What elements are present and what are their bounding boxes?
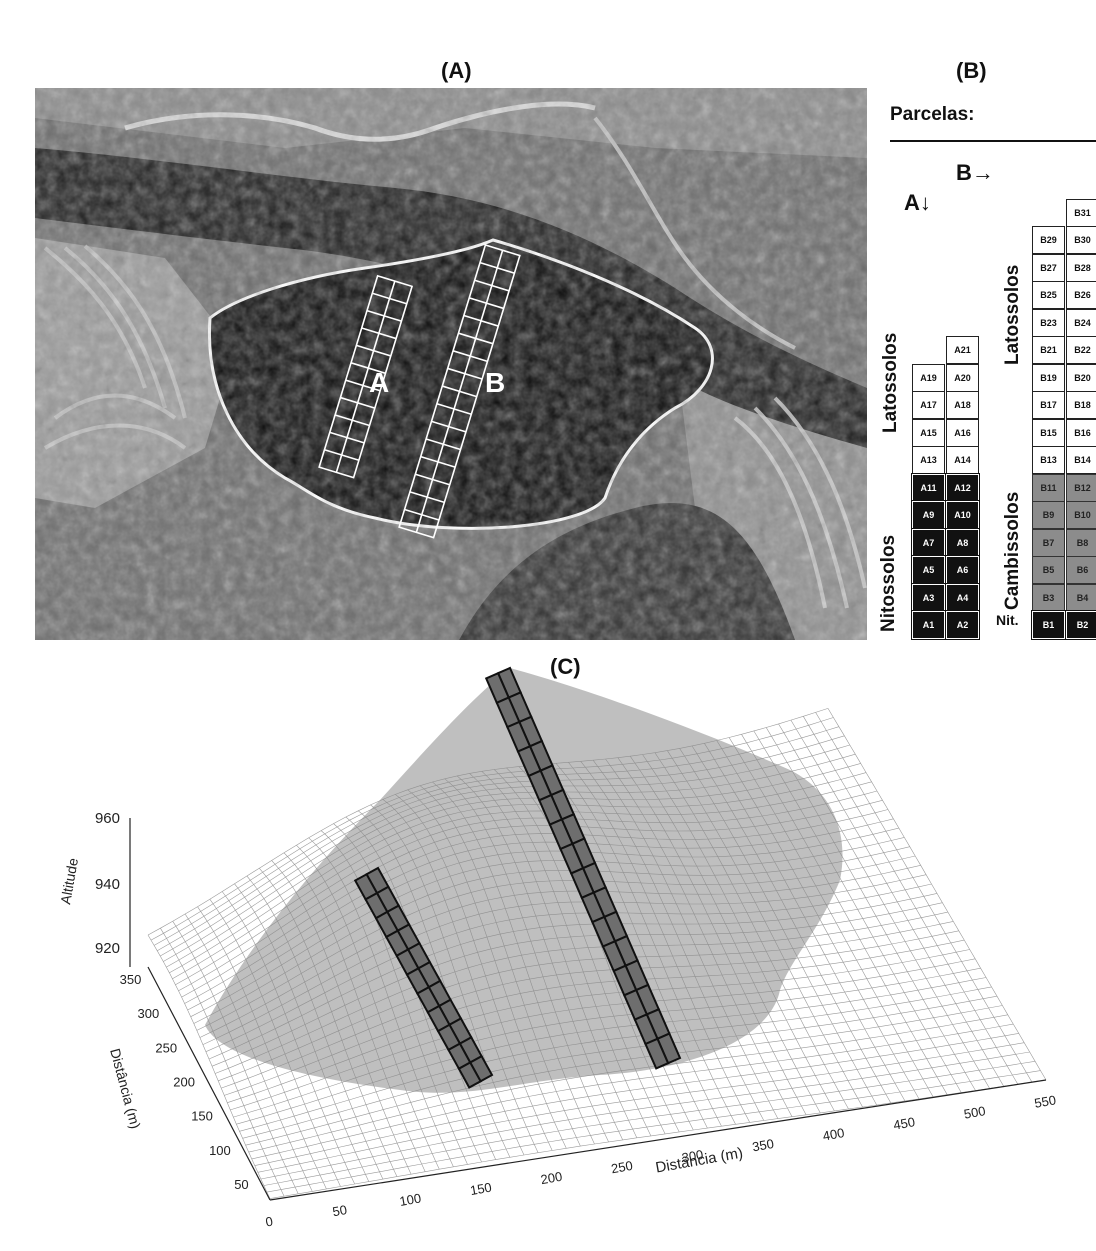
plot-cell-a2: A2	[945, 610, 980, 640]
x-tick-label: 500	[963, 1103, 987, 1122]
plot-cell-b29: B29	[1032, 226, 1065, 254]
x-tick-label: 250	[610, 1158, 634, 1177]
transect-a-grid	[318, 274, 414, 479]
x-tick-label: 400	[822, 1125, 846, 1144]
y-tick-label: 100	[209, 1143, 231, 1158]
plot-cell-a1: A1	[911, 610, 946, 640]
y-tick-label: 250	[155, 1040, 177, 1055]
plot-cell-a9: A9	[911, 500, 946, 530]
plot-cell-b24: B24	[1066, 308, 1096, 337]
z-tick-label: 940	[95, 876, 120, 893]
scheme-rule	[890, 140, 1096, 142]
plot-cell-a18: A18	[946, 391, 979, 419]
surface-transect-a	[353, 866, 494, 1089]
plot-cell-b8: B8	[1066, 528, 1096, 557]
plot-cell-b10: B10	[1066, 501, 1096, 529]
arrow-b-label: B→	[956, 160, 994, 185]
plot-cell-a16: A16	[946, 418, 979, 447]
scheme-title: Parcelas:	[890, 104, 975, 125]
x-tick-label: 200	[539, 1169, 563, 1188]
y-tick-label: 300	[138, 1006, 160, 1021]
plot-cell-b19: B19	[1032, 363, 1065, 392]
y-tick-label: 200	[173, 1075, 195, 1090]
y-tick-label: 350	[120, 972, 142, 987]
panel-c-title: (C)	[550, 654, 581, 679]
x-tick-label: 350	[751, 1136, 775, 1155]
plot-cell-b23: B23	[1032, 308, 1065, 337]
x-tick-label: 550	[1033, 1092, 1057, 1111]
transect-b-grid	[398, 244, 521, 539]
plot-cell-b3: B3	[1032, 583, 1065, 612]
x-tick-label: 300	[681, 1147, 705, 1166]
y-tick-label: 150	[191, 1109, 213, 1124]
plot-cell-b9: B9	[1032, 501, 1065, 529]
x-tick-label: 100	[398, 1190, 422, 1209]
panel-b-title: (B)	[956, 58, 987, 83]
aerial-photo: A B	[35, 88, 867, 640]
plot-cell-b2: B2	[1065, 610, 1096, 640]
plot-cell-b14: B14	[1066, 446, 1096, 474]
z-tick-label: 960	[95, 810, 120, 827]
y-axis-line	[147, 966, 271, 1201]
transect-b-label: B	[485, 367, 505, 398]
transect-a-label: A	[369, 367, 389, 398]
plot-cell-a3: A3	[911, 582, 946, 613]
plot-cell-a15: A15	[912, 418, 945, 447]
plot-cell-a20: A20	[946, 363, 979, 392]
plot-cell-a10: A10	[945, 500, 980, 530]
plot-cell-b15: B15	[1032, 418, 1065, 447]
plot-cell-b5: B5	[1032, 556, 1065, 584]
x-tick-label: 50	[331, 1202, 348, 1219]
study-area-shade	[205, 668, 843, 1093]
y-tick-label: 50	[234, 1177, 248, 1192]
y-axis-title: Distância (m)	[107, 1047, 144, 1131]
plot-cell-a7: A7	[911, 527, 946, 558]
plot-cell-b1: B1	[1031, 610, 1066, 640]
plot-cell-a14: A14	[946, 446, 979, 474]
x-axis-line	[269, 1079, 1047, 1201]
plot-cell-b18: B18	[1066, 391, 1096, 419]
z-tick-label: 920	[95, 940, 120, 957]
panel-a-title: (A)	[441, 58, 472, 83]
label-nit-b: Nit.	[996, 612, 1019, 628]
z-axis-title: Altitude	[57, 857, 81, 906]
plot-cell-a17: A17	[912, 391, 945, 419]
plot-cell-b28: B28	[1066, 253, 1096, 282]
x-tick-label: 0	[264, 1214, 274, 1230]
surface-transect-b	[484, 666, 682, 1070]
x-tick-label: 150	[469, 1180, 493, 1199]
arrow-a-label: A↓	[904, 190, 931, 215]
plot-cell-a13: A13	[912, 446, 945, 474]
plot-cell-a12: A12	[945, 472, 980, 503]
plot-cell-a4: A4	[945, 582, 980, 613]
x-tick-label: 450	[892, 1114, 916, 1133]
surface-plot-cell	[644, 1037, 670, 1070]
plot-cell-b11: B11	[1032, 473, 1065, 502]
surface-plot-cell	[457, 1061, 482, 1089]
plot-cell-a21: A21	[946, 336, 979, 364]
